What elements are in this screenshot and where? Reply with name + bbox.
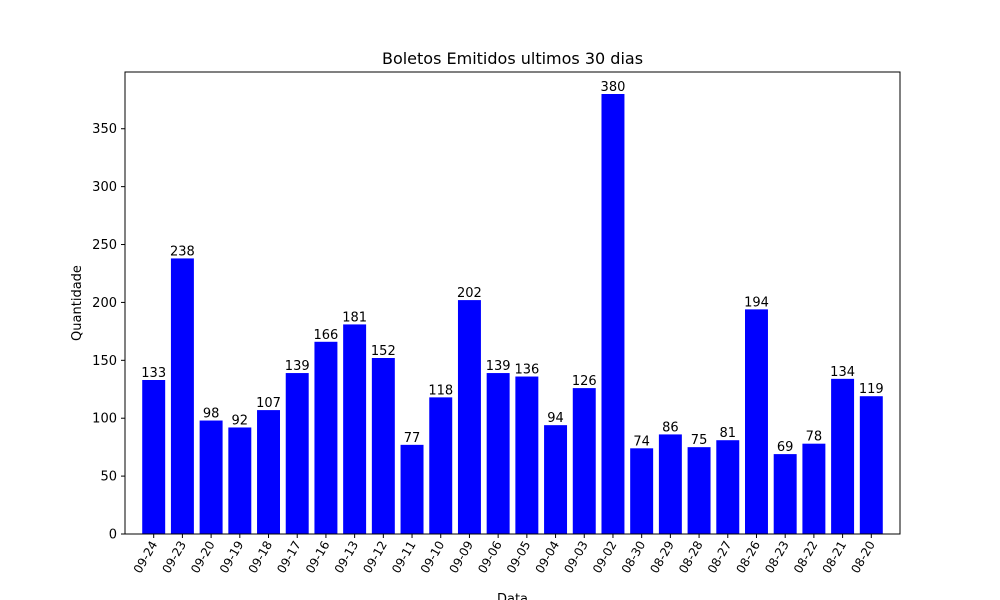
bar-value-label: 380	[601, 80, 626, 95]
bar	[257, 410, 280, 534]
bar-value-label: 134	[830, 365, 855, 380]
bar	[429, 397, 453, 534]
bar	[831, 378, 855, 534]
bar	[228, 427, 252, 534]
bar	[486, 373, 510, 534]
bar	[658, 434, 682, 534]
bar	[285, 373, 309, 534]
bar	[630, 448, 654, 534]
bar	[199, 420, 223, 534]
bar	[601, 94, 625, 534]
plot-frame	[124, 71, 901, 535]
bar	[687, 447, 711, 534]
bar	[515, 376, 539, 534]
bar-value-label: 92	[232, 413, 249, 428]
y-tick-label: 150	[92, 354, 117, 369]
bar-value-label: 81	[720, 426, 737, 441]
y-tick-label: 350	[92, 122, 117, 137]
y-tick-label: 100	[92, 412, 117, 427]
bar-value-label: 202	[457, 286, 482, 301]
bar-value-label: 194	[744, 295, 769, 310]
bar-value-label: 139	[486, 359, 511, 374]
chart-title: Boletos Emitidos ultimos 30 dias	[382, 49, 643, 68]
bar	[745, 309, 768, 534]
bar	[572, 388, 596, 534]
y-tick-label: 250	[92, 238, 117, 253]
bar	[859, 396, 883, 534]
bar-value-label: 74	[633, 434, 650, 449]
bar	[802, 443, 826, 534]
bar-value-label: 118	[428, 383, 453, 398]
bar-value-label: 78	[806, 430, 823, 445]
x-axis-label: Data	[497, 592, 528, 600]
bar-value-label: 152	[371, 344, 396, 359]
bar-value-label: 77	[404, 431, 421, 446]
bar-value-label: 166	[314, 328, 339, 343]
bar-value-label: 181	[342, 310, 367, 325]
y-tick-label: 50	[100, 470, 117, 485]
bar-value-label: 98	[203, 407, 220, 422]
bar	[773, 454, 797, 534]
bar	[142, 380, 166, 534]
y-tick-label: 0	[109, 528, 117, 543]
bar	[457, 300, 481, 534]
bars-group	[142, 94, 883, 534]
bar	[544, 425, 568, 534]
bar-value-label: 126	[572, 374, 597, 389]
bar-value-label: 136	[514, 363, 539, 378]
bar	[343, 324, 367, 534]
bar-value-label: 86	[662, 420, 679, 435]
bar-value-label: 238	[170, 244, 195, 259]
bar	[371, 358, 395, 534]
bar	[716, 440, 740, 534]
bar	[400, 444, 424, 534]
bar-value-label: 94	[547, 411, 564, 426]
bar-value-label: 75	[691, 433, 708, 448]
bar-value-label: 119	[859, 382, 884, 397]
bar	[314, 341, 338, 534]
bar-value-label: 107	[256, 396, 281, 411]
y-axis: 0 50 100 150 200 250 300 350	[92, 122, 125, 543]
bar-value-label: 139	[285, 359, 310, 374]
bar	[170, 258, 194, 534]
y-tick-label: 300	[92, 180, 117, 195]
bar-value-label: 69	[777, 440, 794, 455]
bar-value-label: 133	[141, 366, 166, 381]
y-tick-label: 200	[92, 296, 117, 311]
y-axis-label: Quantidade	[70, 265, 85, 341]
